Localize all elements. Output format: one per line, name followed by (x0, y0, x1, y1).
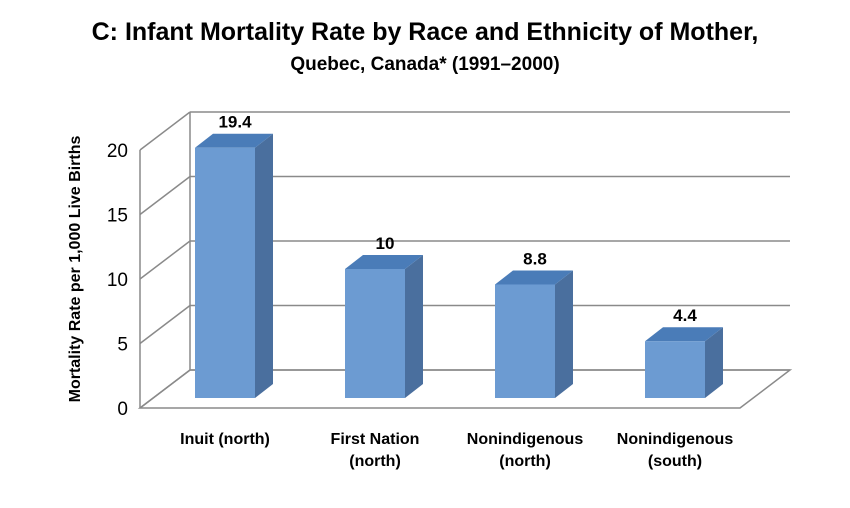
bar-side (405, 255, 423, 398)
y-tick-label: 15 (107, 206, 128, 227)
bar-top (195, 133, 273, 148)
x-tick-label: (south) (648, 453, 702, 470)
gridline-diagonal (139, 111, 191, 151)
gridline-diagonal (139, 175, 191, 216)
data-label: 8.8 (523, 249, 547, 268)
x-tick-label: Nonindigenous (467, 431, 584, 448)
bar-top (345, 255, 423, 269)
bar (195, 147, 255, 398)
bar-side (705, 327, 723, 398)
chart-title: C: Infant Mortality Rate by Race and Eth… (91, 18, 759, 46)
bar-side (555, 270, 573, 398)
data-label: 4.4 (673, 306, 697, 325)
y-tick-label: 10 (107, 270, 128, 291)
bar-side (255, 133, 273, 399)
gridline-diagonal (139, 369, 191, 409)
x-tick-label: (north) (499, 453, 551, 470)
x-tick-label: Inuit (north) (180, 431, 270, 448)
y-tick-label: 5 (117, 335, 128, 356)
bar-top (645, 327, 723, 342)
data-label: 10 (376, 234, 395, 253)
bar (345, 269, 405, 398)
x-tick-label: (north) (349, 453, 401, 470)
bar (645, 341, 705, 398)
chart-subtitle: Quebec, Canada* (1991–2000) (290, 54, 560, 75)
gridline-diagonal (139, 240, 191, 280)
data-label: 19.4 (218, 113, 252, 132)
y-tick-label: 0 (117, 399, 128, 420)
x-tick-label: First Nation (331, 431, 420, 448)
gridline-diagonal (139, 304, 191, 345)
x-tick-label: Nonindigenous (617, 431, 734, 448)
bar-top (495, 270, 573, 285)
bar (495, 284, 555, 398)
y-axis-label: Mortality Rate per 1,000 Live Births (67, 136, 84, 403)
y-tick-label: 20 (107, 141, 128, 162)
